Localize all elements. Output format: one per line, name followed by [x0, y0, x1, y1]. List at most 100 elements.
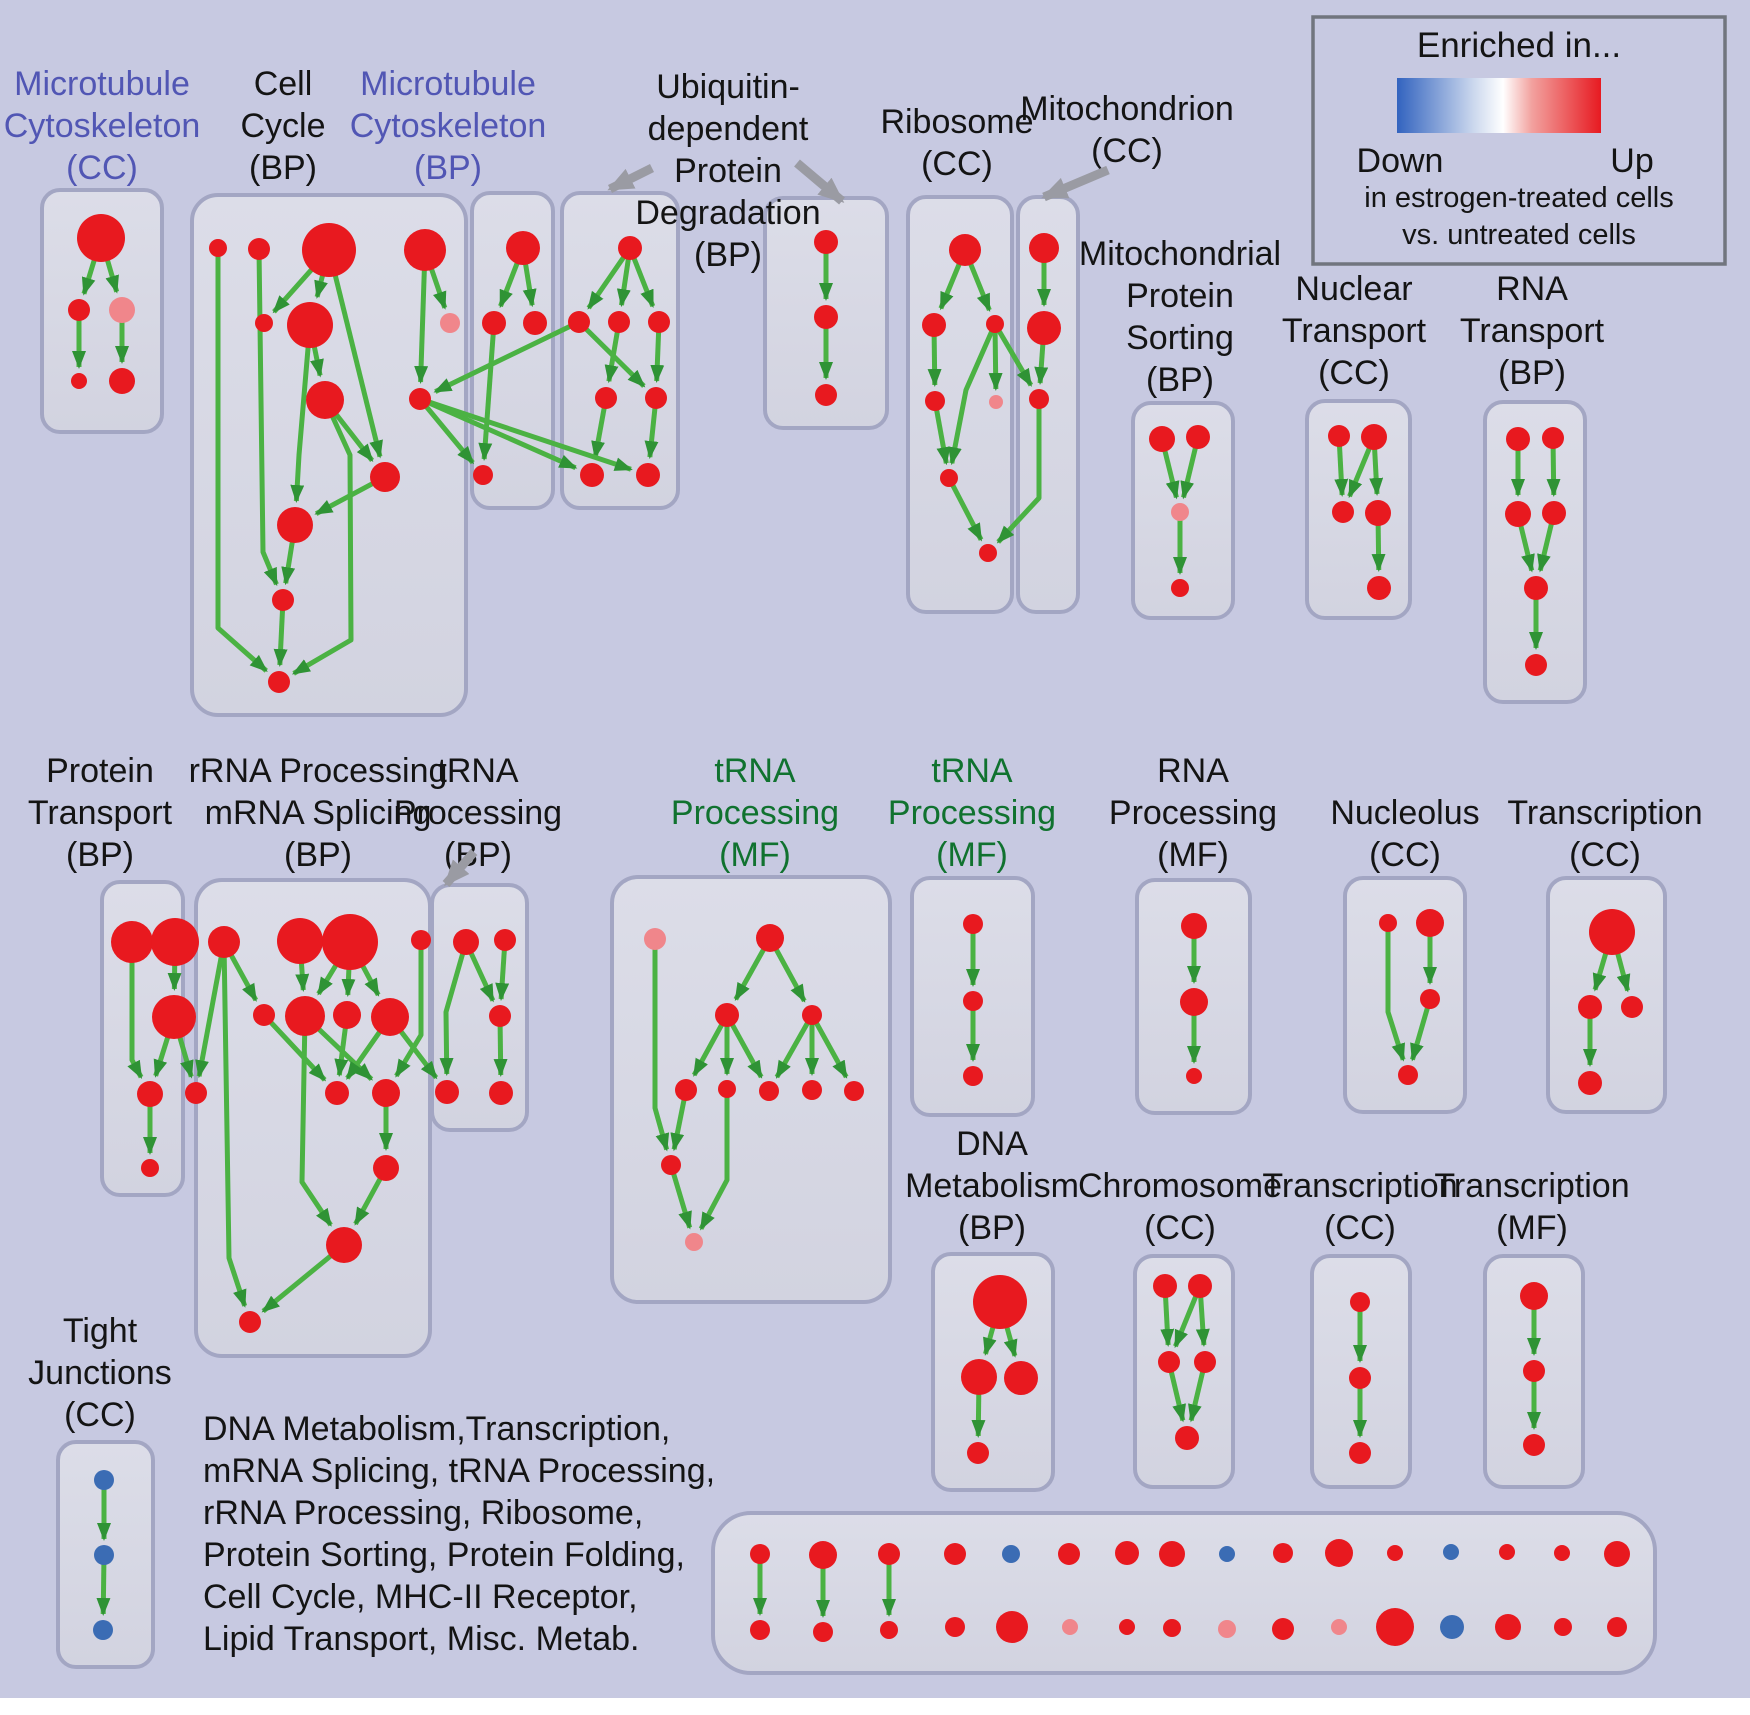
node-transcription-cc-2-y3 — [1349, 1442, 1371, 1464]
edge — [215, 248, 268, 673]
svg-text:Transport: Transport — [1460, 312, 1605, 350]
edge — [221, 941, 248, 1308]
node-mixed-functions-bb0 — [750, 1620, 770, 1640]
node-mixed-functions-bb10 — [1331, 1619, 1347, 1635]
svg-text:Cell Cycle, MHC-II Receptor,: Cell Cycle, MHC-II Receptor, — [203, 1578, 638, 1616]
node-dna-metabolism-bp-d1 — [973, 1275, 1027, 1329]
node-mixed-functions-bt7 — [1159, 1541, 1185, 1567]
nodes-transcription-mf — [1520, 1282, 1548, 1456]
node-chromosome-cc-x1 — [1153, 1274, 1177, 1298]
nodes-trna-processing-mf-b — [963, 914, 983, 1086]
node-rrna-processing-mrna-splicing-bp-g11 — [373, 1155, 399, 1181]
node-transcription-cc-nuclear-l3 — [1621, 996, 1643, 1018]
node-nuclear-transport-cc-n4 — [1365, 500, 1391, 526]
node-rrna-processing-mrna-splicing-bp-g6 — [285, 996, 325, 1036]
svg-text:Nuclear: Nuclear — [1295, 270, 1412, 308]
svg-text:(BP): (BP) — [694, 236, 762, 274]
node-microtubule-cytoskeleton-bp-t1 — [506, 231, 540, 265]
node-cell-cycle-bp-c10 — [370, 462, 400, 492]
node-transcription-mf-z3 — [1523, 1434, 1545, 1456]
node-mixed-functions-bt5 — [1058, 1543, 1080, 1565]
nodes-chromosome-cc — [1153, 1274, 1216, 1450]
svg-text:(CC): (CC) — [1324, 1209, 1396, 1247]
edge — [809, 1013, 849, 1079]
svg-text:vs. untreated cells: vs. untreated cells — [1402, 219, 1636, 251]
cluster-box-nuclear-transport-cc — [1305, 399, 1412, 620]
cluster-box-chromosome-cc — [1133, 1254, 1235, 1489]
node-transcription-cc-nuclear-l4 — [1578, 1071, 1602, 1095]
nodes — [68, 214, 1643, 1646]
svg-text:(CC): (CC) — [1569, 836, 1641, 874]
node-rrna-processing-mrna-splicing-bp-g3 — [322, 914, 378, 970]
node-transcription-cc-2-y1 — [1350, 1292, 1370, 1312]
svg-text:Processing: Processing — [1109, 794, 1277, 832]
svg-text:Down: Down — [1357, 142, 1444, 180]
svg-text:Protein: Protein — [1126, 277, 1234, 315]
edge — [478, 322, 497, 462]
svg-text:(BP): (BP) — [284, 836, 352, 874]
node-transcription-cc-nuclear-l1 — [1589, 909, 1635, 955]
nodes-transcription-cc-2 — [1349, 1292, 1371, 1464]
edge — [652, 939, 670, 1152]
node-mixed-functions-bt6 — [1115, 1541, 1139, 1565]
svg-text:Ribosome: Ribosome — [880, 103, 1033, 141]
node-ribosome-cc-r2 — [922, 313, 946, 337]
node-mixed-functions-bt12 — [1443, 1544, 1459, 1560]
label-dna-metabolism-bp: DNA Metabolism (BP) — [905, 1125, 1079, 1247]
node-trna-processing-mf-a-f11 — [685, 1233, 703, 1251]
svg-text:(CC): (CC) — [1144, 1209, 1216, 1247]
node-protein-transport-bp-p1 — [111, 921, 153, 963]
gray-callout-arrows — [442, 159, 1110, 887]
nodes-mitochondrial-protein-sorting-bp — [1149, 425, 1210, 597]
svg-text:Processing: Processing — [671, 794, 839, 832]
node-cell-cycle-bp-c11 — [277, 507, 313, 543]
edge — [418, 396, 578, 471]
node-rrna-processing-mrna-splicing-bp-g4 — [411, 930, 431, 950]
node-microtubule-cytoskeleton-bp-t3 — [523, 311, 547, 335]
node-mixed-functions-bt1 — [809, 1541, 837, 1569]
node-mitochondrion-cc-w1 — [1029, 233, 1059, 263]
node-mixed-functions-bb4 — [996, 1611, 1028, 1643]
node-mixed-functions-bb3 — [945, 1617, 965, 1637]
node-cell-cycle-bp-c5 — [255, 314, 273, 332]
svg-text:Up: Up — [1610, 142, 1653, 180]
node-ubiquitin-degradation-bp-b-v2 — [814, 305, 838, 329]
node-rna-transport-bp-q3 — [1505, 501, 1531, 527]
svg-text:Tight: Tight — [63, 1312, 138, 1350]
node-mixed-functions-bb11 — [1376, 1608, 1414, 1646]
node-microtubule-cytoskeleton-cc-m5 — [109, 368, 135, 394]
svg-text:mRNA Splicing, tRNA Processing: mRNA Splicing, tRNA Processing, — [203, 1452, 715, 1490]
label-rna-processing-mf: RNA Processing (MF) — [1109, 752, 1277, 874]
node-rrna-processing-mrna-splicing-bp-g1 — [208, 926, 240, 958]
node-mixed-functions-bb9 — [1272, 1618, 1294, 1640]
node-mitochondrial-protein-sorting-bp-s1 — [1149, 426, 1175, 452]
nodes-ubiquitin-degradation-bp-a — [568, 236, 670, 487]
node-rna-transport-bp-q1 — [1506, 427, 1530, 451]
svg-text:Cytoskeleton: Cytoskeleton — [350, 107, 547, 145]
cluster-box-nucleolus-cc — [1343, 876, 1467, 1114]
label-nucleolus-cc: Nucleolus (CC) — [1330, 794, 1479, 874]
edge — [291, 398, 354, 676]
svg-text:Protein: Protein — [46, 752, 154, 790]
node-rna-transport-bp-q2 — [1542, 427, 1564, 449]
node-trna-processing-bp-tb1 — [453, 929, 479, 955]
edge — [698, 1089, 730, 1231]
node-mixed-functions-bt0 — [750, 1544, 770, 1564]
svg-text:Chromosome: Chromosome — [1078, 1167, 1282, 1205]
note-text: DNA Metabolism,Transcription, mRNA Splici… — [203, 1410, 715, 1658]
node-trna-processing-mf-a-f5 — [675, 1079, 697, 1101]
label-protein-transport-bp: Protein Transport (BP) — [28, 752, 173, 874]
node-transcription-cc-nuclear-l2 — [1578, 995, 1602, 1019]
svg-text:Lipid Transport, Misc. Metab.: Lipid Transport, Misc. Metab. — [203, 1620, 640, 1658]
svg-text:Processing: Processing — [888, 794, 1056, 832]
svg-text:tRNA: tRNA — [437, 752, 519, 790]
node-ubiquitin-degradation-bp-a-u5 — [595, 387, 617, 409]
node-microtubule-cytoskeleton-cc-m4 — [71, 373, 87, 389]
node-mixed-functions-bt8 — [1219, 1546, 1235, 1562]
svg-text:Transcription: Transcription — [1262, 1167, 1457, 1205]
node-transcription-cc-2-y2 — [1349, 1367, 1371, 1389]
node-mixed-functions-bb15 — [1607, 1617, 1627, 1637]
nodes-cell-cycle-bp — [209, 223, 460, 693]
svg-text:Sorting: Sorting — [1126, 319, 1234, 357]
